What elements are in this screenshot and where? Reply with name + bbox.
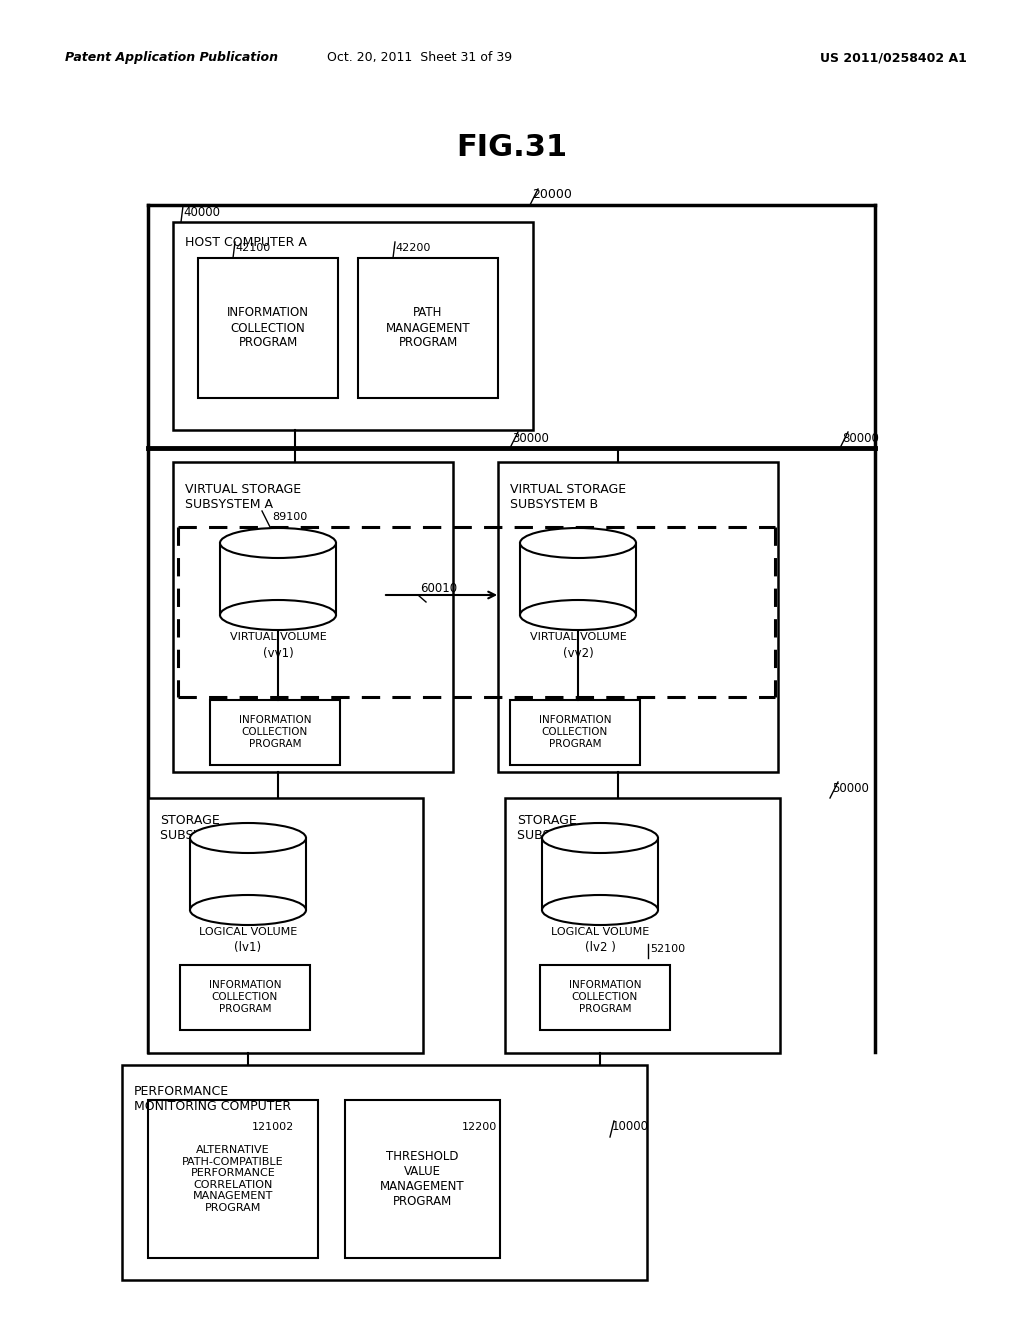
Text: THRESHOLD
VALUE
MANAGEMENT
PROGRAM: THRESHOLD VALUE MANAGEMENT PROGRAM: [380, 1150, 464, 1208]
Text: 40000: 40000: [183, 206, 220, 219]
Text: 50000: 50000: [831, 781, 869, 795]
Bar: [180, 965, 310, 1030]
Bar: [505, 799, 780, 1053]
Text: VIRTUAL STORAGE
SUBSYSTEM B: VIRTUAL STORAGE SUBSYSTEM B: [510, 483, 626, 511]
Bar: [173, 462, 453, 772]
Text: LOGICAL VOLUME: LOGICAL VOLUME: [551, 927, 649, 937]
Bar: [210, 700, 340, 766]
Ellipse shape: [542, 895, 658, 925]
Text: Patent Application Publication: Patent Application Publication: [65, 51, 278, 65]
Text: INFORMATION
COLLECTION
PROGRAM: INFORMATION COLLECTION PROGRAM: [239, 715, 311, 748]
Ellipse shape: [220, 528, 336, 558]
Ellipse shape: [520, 601, 636, 630]
Bar: [520, 543, 636, 615]
Bar: [510, 700, 640, 766]
Text: 60010: 60010: [420, 582, 457, 594]
Bar: [542, 838, 658, 909]
Bar: [198, 257, 338, 399]
Ellipse shape: [220, 601, 336, 630]
Bar: [173, 222, 534, 430]
Text: INFORMATION
COLLECTION
PROGRAM: INFORMATION COLLECTION PROGRAM: [568, 981, 641, 1014]
Text: 20000: 20000: [532, 189, 571, 202]
Text: Oct. 20, 2011  Sheet 31 of 39: Oct. 20, 2011 Sheet 31 of 39: [328, 51, 513, 65]
Text: 121002: 121002: [252, 1122, 294, 1133]
Bar: [190, 838, 306, 909]
Text: 42200: 42200: [395, 243, 430, 253]
Text: LOGICAL VOLUME: LOGICAL VOLUME: [199, 927, 297, 937]
Text: ALTERNATIVE
PATH-COMPATIBLE
PERFORMANCE
CORRELATION
MANAGEMENT
PROGRAM: ALTERNATIVE PATH-COMPATIBLE PERFORMANCE …: [182, 1144, 284, 1213]
Text: 10000: 10000: [612, 1121, 649, 1134]
Bar: [122, 1065, 647, 1280]
Bar: [220, 543, 336, 615]
Bar: [148, 1100, 318, 1258]
Ellipse shape: [520, 528, 636, 558]
Text: 52100: 52100: [650, 944, 685, 954]
Text: INFORMATION
COLLECTION
PROGRAM: INFORMATION COLLECTION PROGRAM: [539, 715, 611, 748]
Text: VIRTUAL VOLUME: VIRTUAL VOLUME: [529, 632, 627, 642]
Text: (lv1): (lv1): [234, 941, 261, 954]
Text: VIRTUAL VOLUME: VIRTUAL VOLUME: [229, 632, 327, 642]
Text: 80000: 80000: [842, 432, 879, 445]
Text: INFORMATION
COLLECTION
PROGRAM: INFORMATION COLLECTION PROGRAM: [209, 981, 282, 1014]
Bar: [345, 1100, 500, 1258]
Ellipse shape: [542, 822, 658, 853]
Bar: [358, 257, 498, 399]
Text: FIG.31: FIG.31: [457, 133, 567, 162]
Bar: [498, 462, 778, 772]
Text: 59100: 59100: [592, 843, 627, 854]
Ellipse shape: [190, 822, 306, 853]
Text: STORAGE
SUBSYSTEM A: STORAGE SUBSYSTEM A: [160, 814, 248, 842]
Text: US 2011/0258402 A1: US 2011/0258402 A1: [820, 51, 967, 65]
Text: (lv2 ): (lv2 ): [585, 941, 615, 954]
Bar: [148, 799, 423, 1053]
Bar: [540, 965, 670, 1030]
Text: PATH
MANAGEMENT
PROGRAM: PATH MANAGEMENT PROGRAM: [386, 306, 470, 350]
Text: 42100: 42100: [234, 243, 270, 253]
Text: (vv2): (vv2): [562, 647, 593, 660]
Text: 89100: 89100: [272, 512, 307, 521]
Text: HOST COMPUTER A: HOST COMPUTER A: [185, 235, 307, 248]
Text: STORAGE
SUBSYSTEM B: STORAGE SUBSYSTEM B: [517, 814, 605, 842]
Text: PERFORMANCE
MONITORING COMPUTER: PERFORMANCE MONITORING COMPUTER: [134, 1085, 291, 1113]
Text: 12200: 12200: [462, 1122, 498, 1133]
Text: VIRTUAL STORAGE
SUBSYSTEM A: VIRTUAL STORAGE SUBSYSTEM A: [185, 483, 301, 511]
Ellipse shape: [190, 895, 306, 925]
Text: INFORMATION
COLLECTION
PROGRAM: INFORMATION COLLECTION PROGRAM: [227, 306, 309, 350]
Text: (vv1): (vv1): [262, 647, 293, 660]
Text: 30000: 30000: [512, 432, 549, 445]
